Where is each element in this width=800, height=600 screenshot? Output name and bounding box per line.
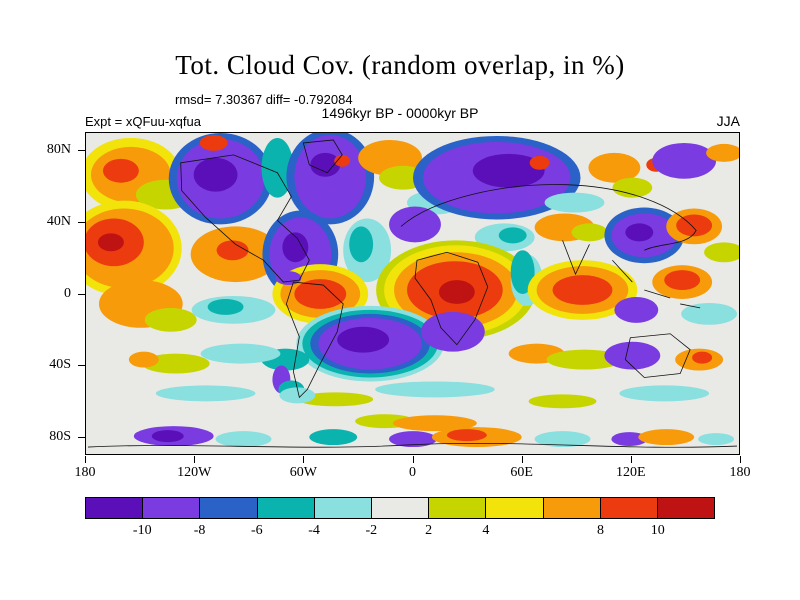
y-tick-mark [78,221,85,223]
colorbar-segment [143,498,201,518]
period-line: 1496kyr BP - 0000kyr BP [321,105,479,121]
y-tick-label: 80N [46,141,71,157]
y-tick-mark [78,293,85,295]
colorbar-segment [429,498,487,518]
x-tick-label: 60E [510,465,533,480]
y-tick-mark [78,365,85,367]
colorbar-segment [543,498,601,518]
colorbar-tick-label: -8 [193,523,206,538]
x-tick-label: 180 [729,465,751,480]
colorbar-segment [371,498,430,518]
colorbar-segment [600,498,658,518]
y-axis: 80N 40N 0 40S 80S [0,132,85,455]
x-axis: 180 120W 60W 0 60E 120E 180 [75,456,751,486]
contour-field [86,133,739,448]
colorbar-segment [200,498,258,518]
x-tick-label: 60W [289,465,317,480]
colorbar-segment [657,498,715,518]
x-tick-mark [412,456,414,463]
colorbar-tick-label: 4 [482,523,490,538]
experiment-label: Expt = xQFuu-xqfua [85,114,201,129]
x-tick-label: 120E [616,465,646,480]
colorbar-segment [486,498,544,518]
x-tick-mark [303,456,305,463]
map-frame [85,132,740,455]
stats-line: rmsd= 7.30367 diff= -0.792084 [175,92,353,107]
colorbar-segment [257,498,315,518]
y-tick-label: 40S [49,357,71,373]
colorbar-tick-label: -4 [308,523,320,538]
x-tick-mark [740,456,741,463]
y-tick-mark [78,149,85,151]
plot-title: Tot. Cloud Cov. (random overlap, in %) [175,50,625,80]
y-tick-label: 80S [49,429,71,445]
colorbar-labels: -10 -8 -6 -4 -2 2 4 8 10 [85,523,715,543]
colorbar-segment [86,498,144,518]
x-tick-label: 180 [74,465,96,480]
world-map-plot [86,133,739,454]
y-tick-mark [78,437,85,439]
x-tick-label: 0 [409,465,416,480]
colorbar-segments [85,497,715,519]
colorbar-segment [314,498,372,518]
colorbar-tick-label: -6 [250,523,263,538]
x-tick-mark [194,456,196,463]
x-tick-mark [630,456,632,463]
colorbar-tick-label: 10 [650,523,665,538]
season-label: JJA [716,113,740,129]
colorbar-tick-label: 8 [596,523,604,538]
coastlines [87,139,738,448]
colorbar-tick-label: -10 [132,523,152,538]
x-tick-mark [85,456,86,463]
colorbar-tick-label: 2 [425,523,433,538]
x-tick-label: 120W [177,465,212,480]
y-tick-label: 40N [46,213,71,229]
x-tick-mark [521,456,523,463]
colorbar-tick-label: -2 [365,523,378,538]
colorbar: -10 -8 -6 -4 -2 2 4 8 10 [85,497,715,543]
y-tick-label: 0 [64,285,71,301]
